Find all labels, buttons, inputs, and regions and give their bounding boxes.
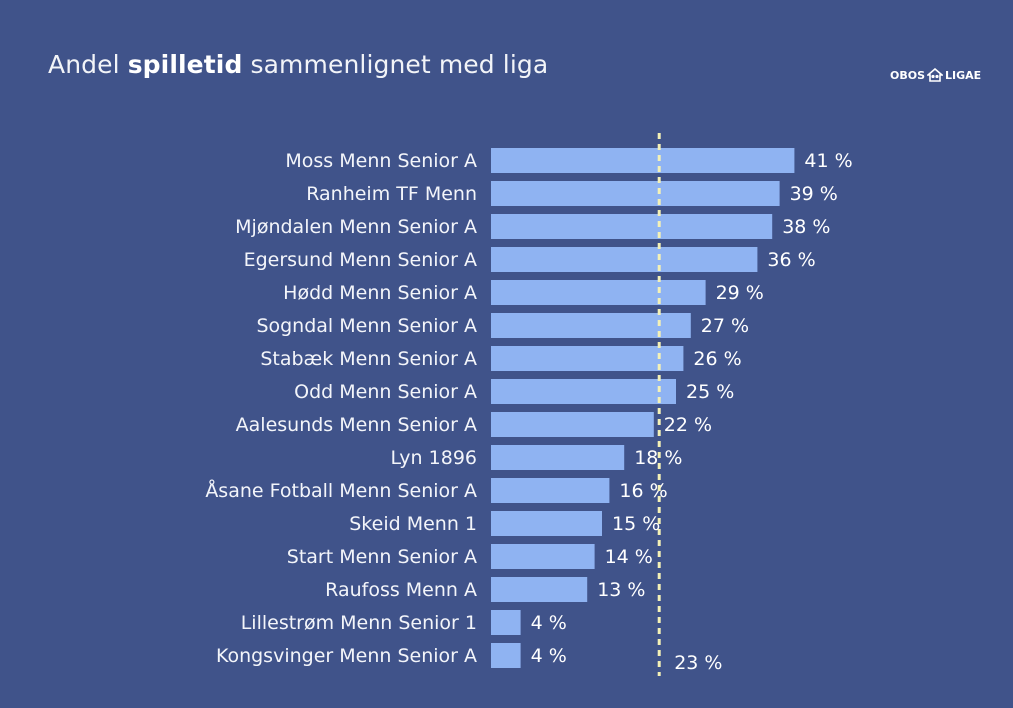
value-label: 27 % bbox=[701, 315, 749, 337]
title-bold-word: spilletid bbox=[127, 50, 243, 79]
category-label: Stabæk Menn Senior A bbox=[260, 348, 477, 370]
category-label: Mjøndalen Menn Senior A bbox=[235, 216, 477, 238]
chart-title: Andel spilletid sammenlignet med liga bbox=[48, 50, 548, 79]
category-label: Lyn 1896 bbox=[390, 447, 477, 469]
value-label: 14 % bbox=[605, 546, 653, 568]
value-label: 29 % bbox=[716, 282, 764, 304]
category-label: Start Menn Senior A bbox=[287, 546, 477, 568]
category-label: Raufoss Menn A bbox=[325, 579, 477, 601]
obos-ligaen-logo: OBOS LIGAE bbox=[890, 68, 981, 82]
category-label: Aalesunds Menn Senior A bbox=[236, 414, 477, 436]
category-label: Egersund Menn Senior A bbox=[244, 249, 477, 271]
value-label: 16 % bbox=[619, 480, 667, 502]
category-label: Hødd Menn Senior A bbox=[283, 282, 477, 304]
bar bbox=[491, 511, 602, 536]
value-label: 22 % bbox=[664, 414, 712, 436]
value-label: 4 % bbox=[531, 645, 567, 667]
value-label: 25 % bbox=[686, 381, 734, 403]
bar bbox=[491, 280, 706, 305]
bar bbox=[491, 412, 654, 437]
bar bbox=[491, 478, 610, 503]
value-label: 36 % bbox=[767, 249, 815, 271]
bar bbox=[491, 313, 691, 338]
value-label: 39 % bbox=[790, 183, 838, 205]
bar bbox=[491, 577, 588, 602]
bar bbox=[491, 214, 773, 239]
value-label: 26 % bbox=[693, 348, 741, 370]
bar bbox=[491, 445, 625, 470]
obos-house-icon bbox=[927, 68, 944, 82]
value-label: 4 % bbox=[531, 612, 567, 634]
value-label: 38 % bbox=[782, 216, 830, 238]
bar bbox=[491, 247, 758, 272]
bar bbox=[491, 346, 684, 371]
bar bbox=[491, 181, 780, 206]
value-label: 13 % bbox=[597, 579, 645, 601]
title-prefix: Andel bbox=[48, 50, 128, 79]
category-label: Lillestrøm Menn Senior 1 bbox=[241, 612, 477, 634]
category-label: Kongsvinger Menn Senior A bbox=[216, 645, 477, 667]
bar bbox=[491, 544, 595, 569]
bar bbox=[491, 610, 521, 635]
average-reference-label: 23 % bbox=[674, 652, 722, 674]
value-label: 41 % bbox=[804, 150, 852, 172]
bar bbox=[491, 148, 795, 173]
bar bbox=[491, 379, 676, 404]
category-label: Sogndal Menn Senior A bbox=[256, 315, 477, 337]
category-label: Åsane Fotball Menn Senior A bbox=[205, 479, 477, 502]
logo-right-text: LIGAE bbox=[945, 68, 982, 82]
category-label: Odd Menn Senior A bbox=[294, 381, 477, 403]
bar bbox=[491, 643, 521, 668]
title-suffix: sammenlignet med liga bbox=[242, 50, 549, 79]
category-label: Skeid Menn 1 bbox=[349, 513, 477, 535]
logo-left-text: OBOS bbox=[890, 68, 926, 82]
category-label: Ranheim TF Menn bbox=[306, 183, 477, 205]
category-label: Moss Menn Senior A bbox=[285, 150, 477, 172]
value-label: 15 % bbox=[612, 513, 660, 535]
